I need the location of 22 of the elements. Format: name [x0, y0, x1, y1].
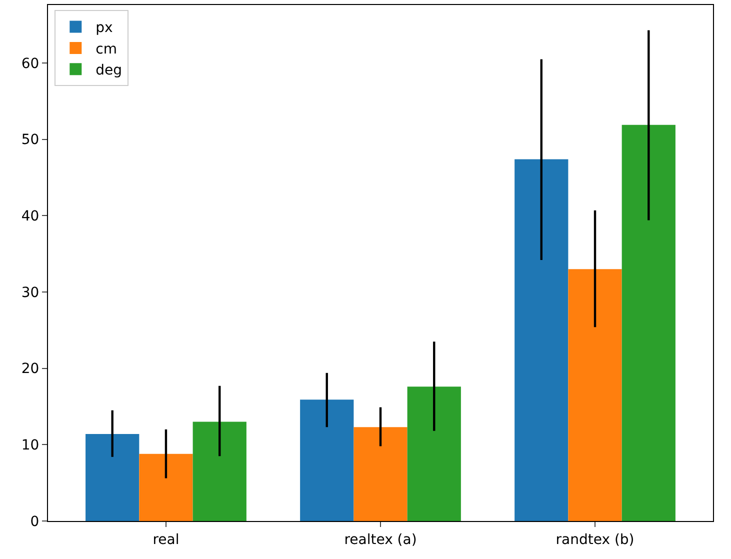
y-tick-label: 20 — [21, 361, 40, 378]
x-tick-label: randtex (b) — [556, 532, 634, 548]
y-tick-label: 10 — [21, 438, 40, 454]
x-tick-label: realtex (a) — [344, 532, 417, 548]
legend-label: px — [96, 20, 113, 36]
bar — [300, 400, 354, 521]
y-tick-label: 0 — [30, 514, 40, 530]
bar — [568, 269, 622, 521]
legend-label: deg — [96, 62, 122, 79]
y-tick-label: 50 — [21, 132, 40, 148]
y-tick-label: 60 — [21, 56, 40, 72]
bar — [139, 454, 193, 521]
y-tick-label: 40 — [21, 208, 40, 225]
y-tick-label: 30 — [21, 284, 40, 301]
bar — [407, 386, 461, 521]
legend-label: cm — [96, 41, 117, 58]
bar — [622, 124, 676, 521]
x-tick-label: real — [152, 532, 180, 548]
bar — [192, 422, 246, 521]
bar — [86, 434, 140, 521]
bar — [514, 159, 568, 521]
bar — [354, 427, 408, 521]
